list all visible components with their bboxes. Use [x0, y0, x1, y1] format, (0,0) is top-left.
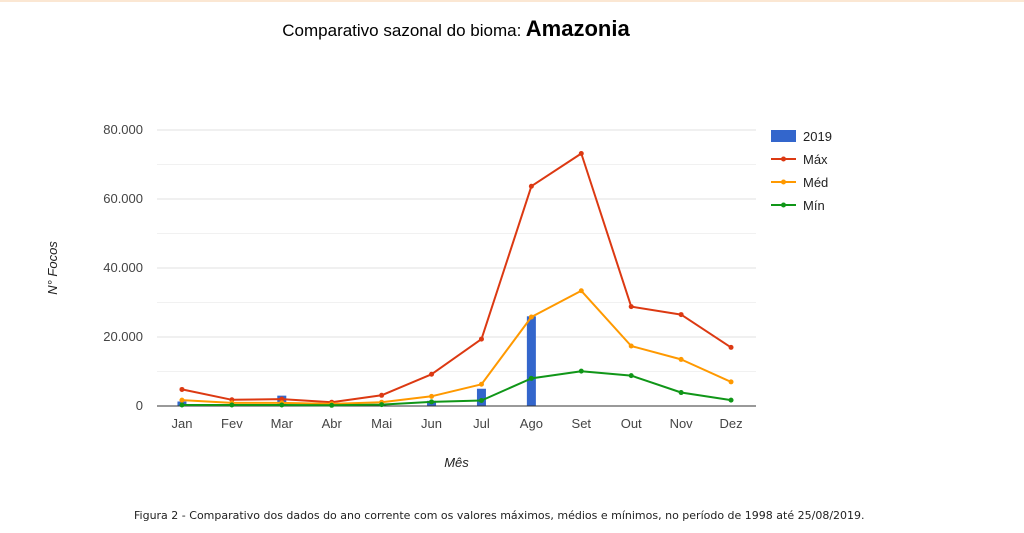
point-max-dez — [728, 344, 734, 350]
x-tick-label: Nov — [670, 416, 694, 431]
bar-ago — [526, 316, 536, 406]
point-med-dez — [728, 379, 734, 385]
point-max-mar — [279, 396, 285, 402]
point-max-set — [578, 150, 584, 156]
grid-lines — [157, 129, 756, 372]
legend-marker-min — [781, 202, 786, 208]
bar-series-2019 — [177, 316, 536, 407]
point-med-ago — [528, 314, 534, 320]
point-max-mai — [379, 392, 385, 398]
chart-title-biome: Amazonia — [525, 16, 630, 41]
x-tick-label: Dez — [719, 416, 742, 431]
point-min-mai — [379, 402, 385, 408]
chart-title: Comparativo sazonal do bioma: Amazonia — [0, 16, 912, 42]
y-axis-ticks: 0 20.000 40.000 60.000 80.000 — [103, 122, 143, 413]
point-max-out — [628, 304, 634, 310]
bar-jul — [476, 388, 486, 406]
legend-label-min: Mín — [803, 198, 825, 213]
point-med-jun — [429, 393, 435, 399]
point-min-set — [578, 368, 584, 374]
y-tick-label: 0 — [136, 398, 143, 413]
top-rule — [0, 0, 1024, 2]
x-tick-label: Jan — [171, 416, 192, 431]
y-tick-label: 20.000 — [103, 329, 143, 344]
point-min-jul — [478, 397, 484, 403]
series-line-min — [182, 370, 732, 407]
point-med-nov — [678, 356, 684, 362]
point-min-out — [628, 373, 634, 379]
legend-marker-max — [781, 156, 786, 162]
figure-caption: Figura 2 - Comparativo dos dados do ano … — [134, 509, 865, 522]
series-med — [179, 288, 734, 407]
point-min-fev — [229, 402, 235, 408]
series-max — [179, 150, 734, 405]
x-axis-ticks: Jan Fev Mar Abr Mai Jun Jul Ago Set Out Nov Dez — [171, 416, 742, 431]
x-tick-label: Fev — [221, 416, 243, 431]
y-tick-label: 40.000 — [103, 260, 143, 275]
x-axis-title: Mês — [444, 455, 469, 470]
legend-item-max: Máx — [771, 152, 828, 167]
series-line-med — [181, 289, 732, 405]
point-max-jan — [179, 386, 185, 392]
legend-item-med: Méd — [771, 175, 828, 190]
legend-marker-med — [781, 179, 786, 185]
series-min — [179, 368, 734, 408]
point-min-abr — [329, 402, 335, 408]
y-axis-title: N° Focos — [45, 241, 60, 295]
x-tick-label: Jun — [421, 416, 442, 431]
x-tick-label: Mar — [271, 416, 294, 431]
x-tick-label: Abr — [322, 416, 343, 431]
point-med-out — [628, 343, 634, 349]
legend-swatch-2019 — [771, 130, 796, 142]
chart-title-prefix: Comparativo sazonal do bioma: — [282, 21, 522, 40]
x-tick-label: Mai — [371, 416, 392, 431]
point-med-jan — [179, 397, 185, 403]
point-max-ago — [528, 183, 534, 189]
x-tick-label: Jul — [473, 416, 490, 431]
point-min-jun — [429, 399, 435, 405]
series-line-max — [181, 152, 732, 404]
point-max-jun — [429, 371, 435, 377]
point-min-jan — [179, 402, 185, 408]
x-tick-label: Set — [572, 416, 592, 431]
point-med-jul — [478, 381, 484, 387]
point-min-dez — [728, 397, 734, 403]
point-max-nov — [678, 312, 684, 318]
legend: 2019 Máx Méd Mín — [771, 129, 832, 213]
point-min-nov — [678, 390, 684, 396]
y-tick-label: 60.000 — [103, 191, 143, 206]
legend-label-med: Méd — [803, 175, 828, 190]
legend-item-2019: 2019 — [771, 129, 832, 144]
legend-item-min: Mín — [771, 198, 825, 213]
point-max-jul — [478, 336, 484, 342]
point-min-ago — [528, 375, 534, 381]
point-med-set — [578, 288, 584, 294]
line-series — [179, 150, 734, 408]
x-tick-label: Ago — [520, 416, 543, 431]
y-tick-label: 80.000 — [103, 122, 143, 137]
point-min-mar — [279, 402, 285, 408]
legend-label-max: Máx — [803, 152, 828, 167]
x-tick-label: Out — [621, 416, 642, 431]
legend-label-2019: 2019 — [803, 129, 832, 144]
